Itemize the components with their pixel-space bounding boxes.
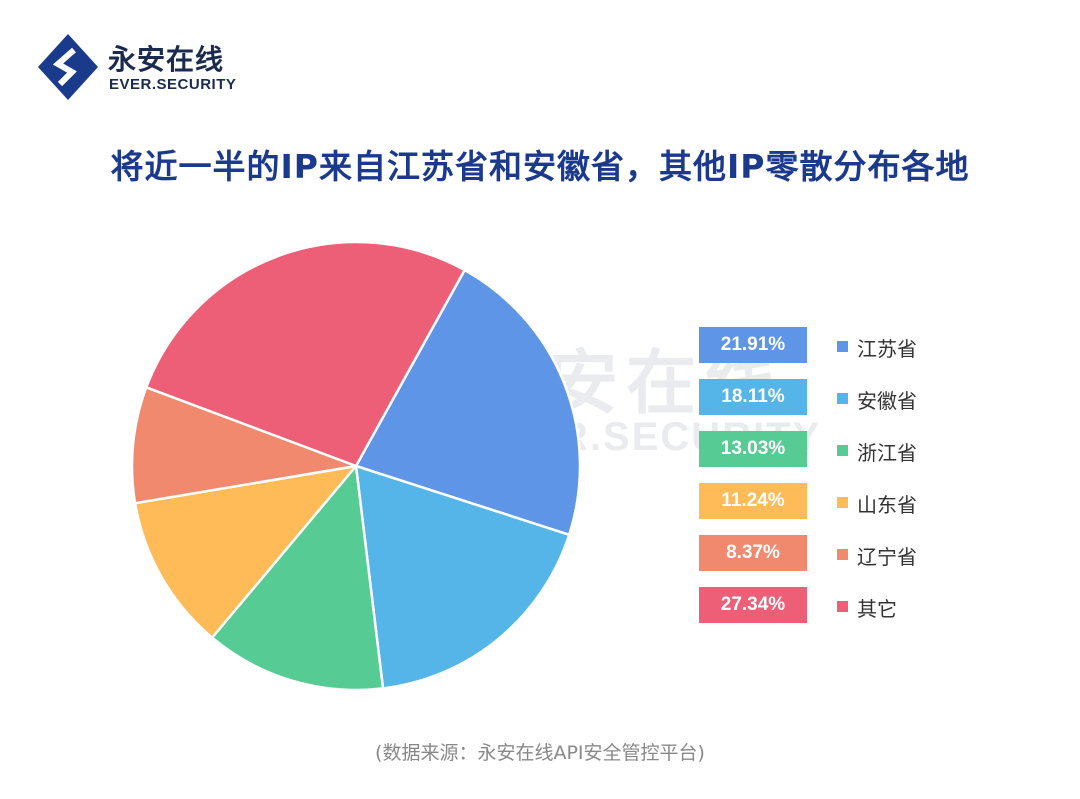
pie-slice-0 xyxy=(354,268,582,537)
logo-text-en: EVER.SECURITY xyxy=(109,76,237,93)
percent-label: 18.11% xyxy=(699,379,807,415)
legend-swatch xyxy=(837,393,848,404)
legend-label: 辽宁省 xyxy=(857,545,917,569)
logo-text-cn: 永安在线 xyxy=(108,43,225,76)
legend-label: 其它 xyxy=(857,597,897,621)
legend-label: 安徽省 xyxy=(857,389,917,413)
percent-label: 21.91% xyxy=(699,327,807,363)
logo-mark-icon xyxy=(38,34,98,100)
percent-label: 11.24% xyxy=(699,483,807,519)
legend-swatch xyxy=(837,445,848,456)
legend-swatch xyxy=(837,497,848,508)
brand-logo: 永安在线 EVER.SECURITY xyxy=(38,34,238,100)
pie-slice-5 xyxy=(145,240,466,468)
percent-label: 13.03% xyxy=(699,431,807,467)
legend-swatch xyxy=(837,601,848,612)
legend-label: 浙江省 xyxy=(857,441,917,465)
legend-label: 江苏省 xyxy=(857,337,917,361)
percent-label: 8.37% xyxy=(699,535,807,571)
pie-slice-3 xyxy=(133,464,358,639)
pie-slice-1 xyxy=(354,464,571,690)
chart-title: 将近一半的IP来自江苏省和安徽省，其他IP零散分布各地 xyxy=(110,147,970,186)
data-source-note: (数据来源：永安在线API安全管控平台) xyxy=(375,742,705,764)
legend-label: 山东省 xyxy=(857,493,917,517)
pie-slice-2 xyxy=(210,464,385,692)
percent-label: 27.34% xyxy=(699,587,807,623)
legend-swatch xyxy=(837,341,848,352)
pie-slice-4 xyxy=(130,386,358,505)
legend-swatch xyxy=(837,549,848,560)
